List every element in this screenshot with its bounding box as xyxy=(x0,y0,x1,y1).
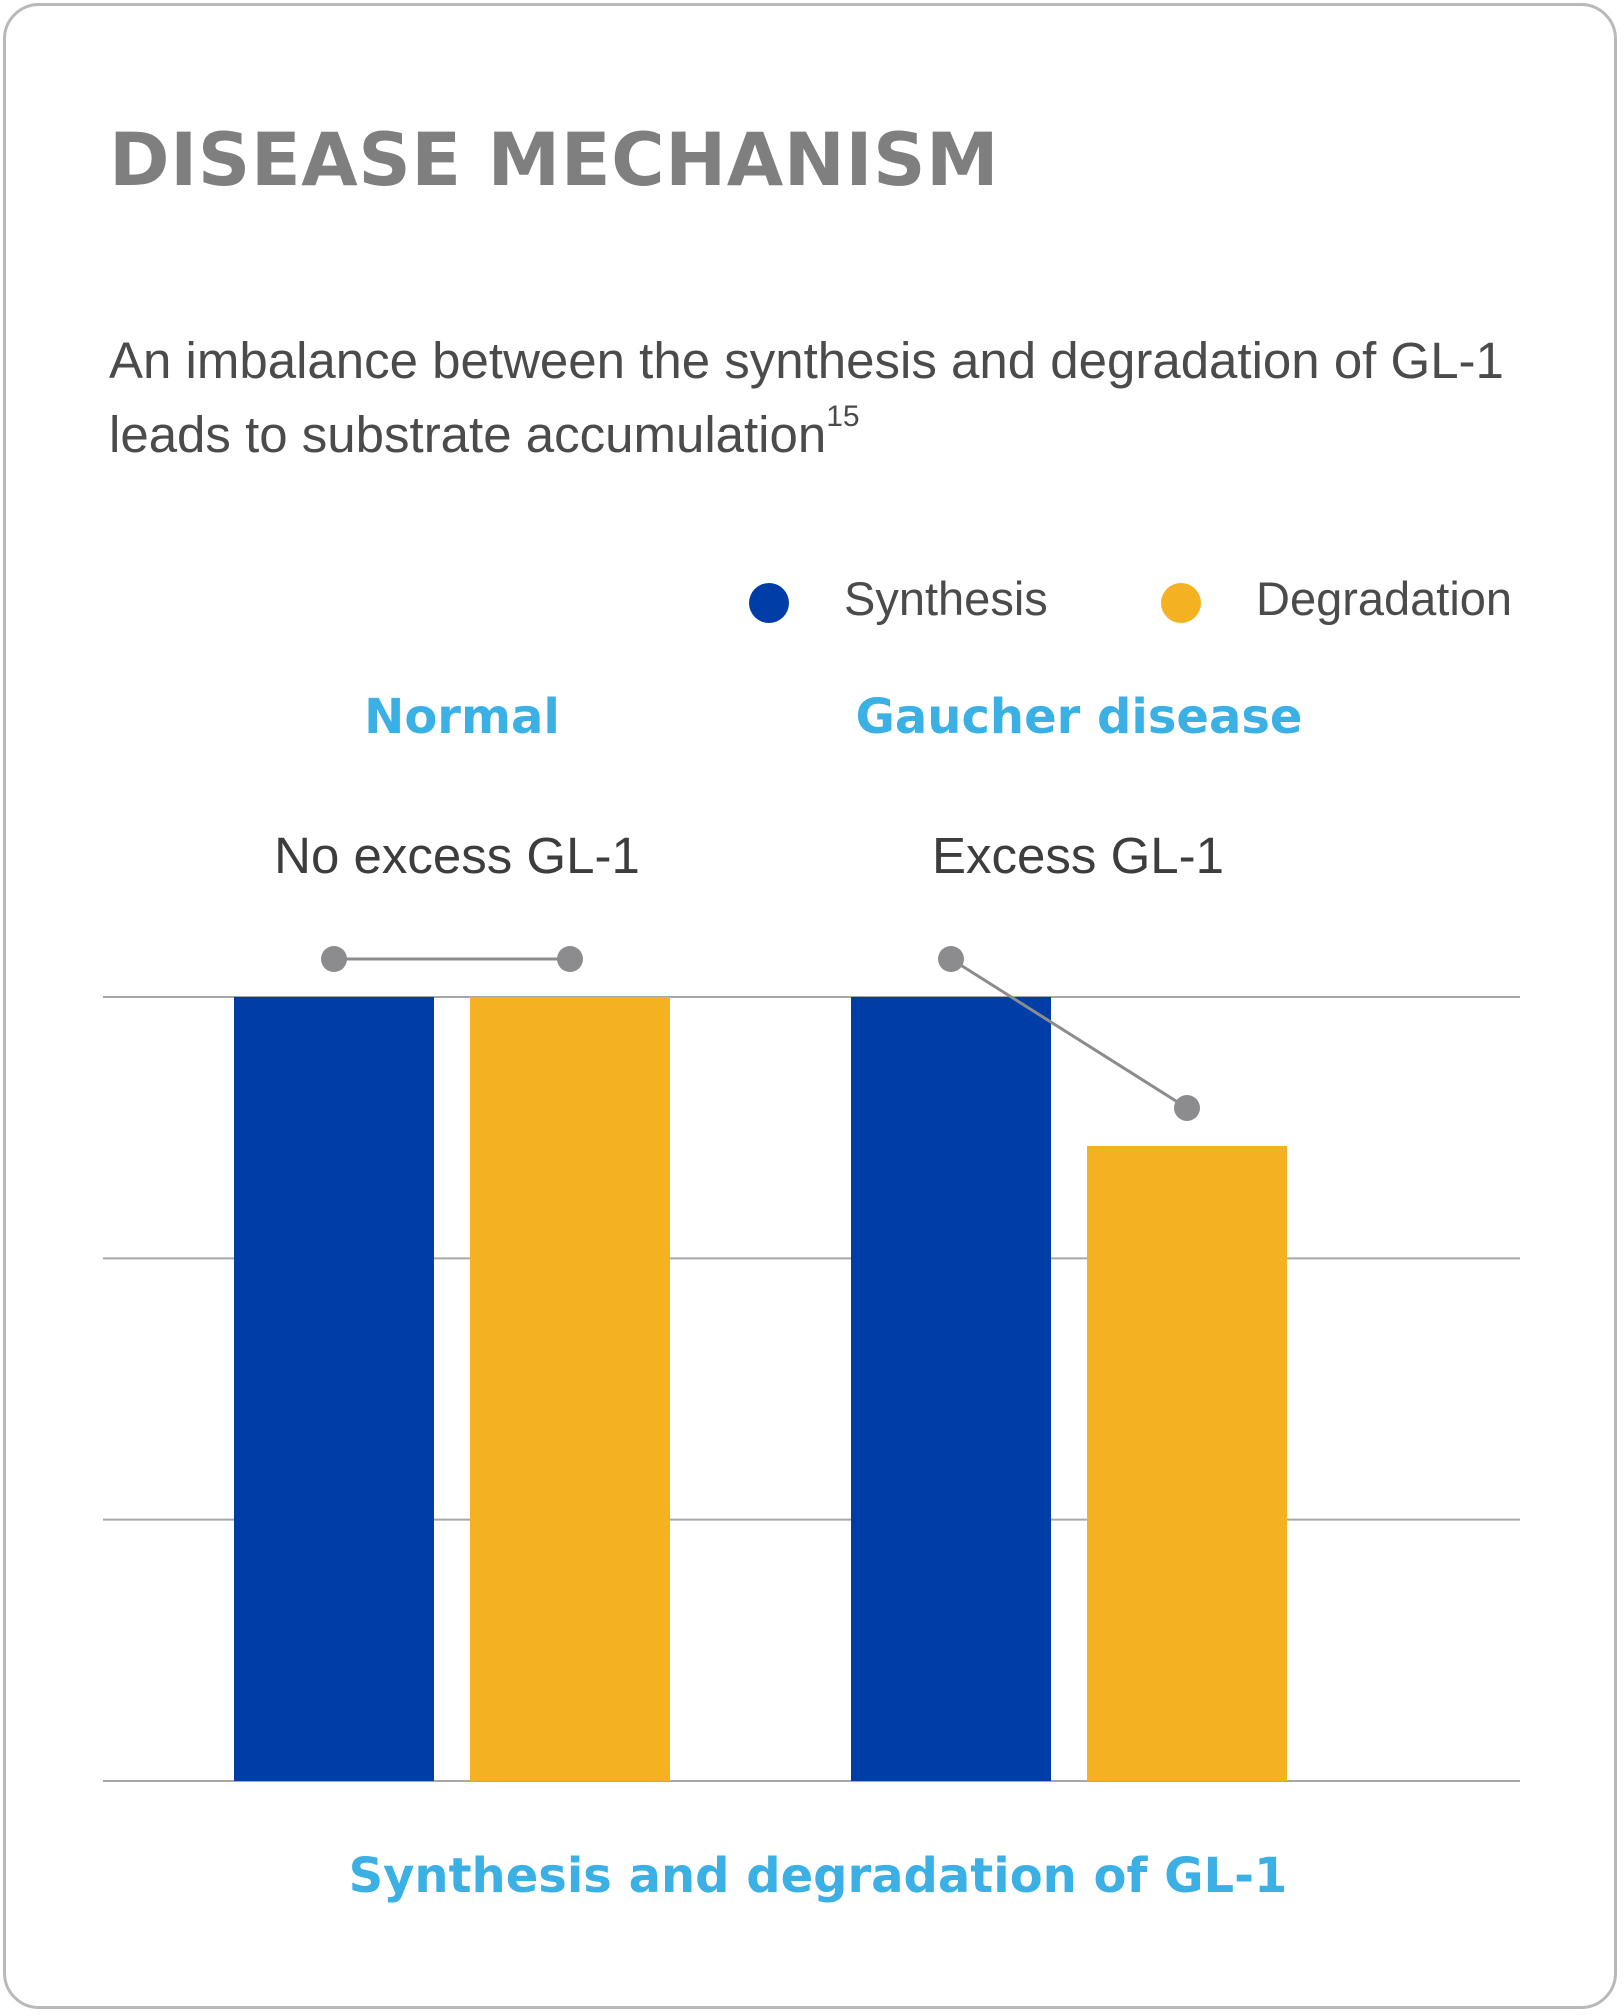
subtitle-reference: 15 xyxy=(826,400,860,433)
bar-gaucher-disease-synthesis xyxy=(851,997,1051,1781)
connector-dot-1-2 xyxy=(557,946,583,972)
bar-gaucher-disease-degradation xyxy=(1087,1145,1287,1781)
bar-normal-degradation xyxy=(470,997,670,1781)
connector-dot-1-1 xyxy=(321,946,347,972)
group-title-normal: Normal xyxy=(364,689,560,745)
legend-degradation-dot xyxy=(1161,583,1201,623)
group-note-gaucher: Excess GL-1 xyxy=(932,827,1224,884)
connector-line-2 xyxy=(950,957,1188,1110)
group-note-normal: No excess GL-1 xyxy=(274,827,640,884)
legend-synthesis-label: Synthesis xyxy=(844,572,1048,625)
page-title: DISEASE MECHANISM xyxy=(109,118,1000,203)
group-title-gaucher: Gaucher disease xyxy=(855,689,1303,745)
connector-dot-2-1 xyxy=(938,946,964,972)
connector-dot-2-2 xyxy=(1174,1094,1200,1121)
legend-degradation-label: Degradation xyxy=(1256,572,1513,625)
subtitle-text: An imbalance between the synthesis and d… xyxy=(109,332,1504,463)
x-axis-title: Synthesis and degradation of GL-1 xyxy=(348,1848,1288,1904)
bar-normal-synthesis xyxy=(234,997,434,1781)
subtitle: An imbalance between the synthesis and d… xyxy=(109,324,1549,472)
legend-synthesis-dot xyxy=(749,583,789,623)
